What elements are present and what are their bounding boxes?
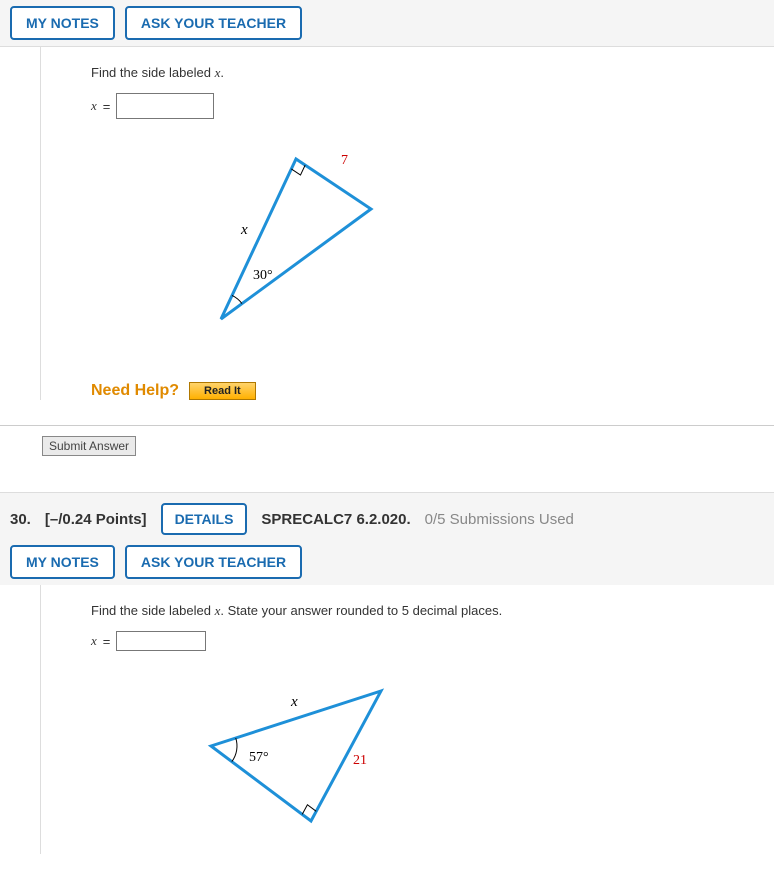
equals-label: = bbox=[103, 99, 111, 114]
triangle1-angle-arc bbox=[232, 295, 242, 303]
ask-teacher-button[interactable]: ASK YOUR TEACHER bbox=[125, 6, 302, 40]
q2-prompt-text: Find the side labeled x. State your answ… bbox=[91, 603, 502, 618]
need-help-row: Need Help? Read It bbox=[91, 382, 774, 400]
question2-header-row2: MY NOTES ASK YOUR TEACHER bbox=[10, 545, 764, 579]
triangle2-side-x-label: x bbox=[290, 694, 298, 710]
question2-answer-input[interactable] bbox=[116, 631, 206, 651]
question1-toolbar: MY NOTES ASK YOUR TEACHER bbox=[0, 0, 774, 47]
question1-figure: x 7 30° bbox=[161, 139, 774, 342]
details-button[interactable]: DETAILS bbox=[161, 503, 248, 535]
x-label: x bbox=[91, 98, 97, 114]
read-it-button[interactable]: Read It bbox=[189, 382, 256, 400]
triangle2-side-21-label: 21 bbox=[353, 753, 367, 768]
triangle2-angle-57-label: 57° bbox=[249, 750, 269, 765]
question2-header: 30. [–/0.24 Points] DETAILS SPRECALC7 6.… bbox=[0, 492, 774, 585]
triangle2-svg: x 21 57° bbox=[181, 671, 441, 851]
q1-prompt-post: . bbox=[220, 65, 224, 80]
x-label-2: x bbox=[91, 633, 97, 649]
question2-submissions: 0/5 Submissions Used bbox=[425, 511, 574, 528]
question2-body: Find the side labeled x. State your answ… bbox=[40, 585, 774, 854]
triangle1-side-7-label: 7 bbox=[341, 153, 348, 168]
triangle1-shape bbox=[221, 159, 371, 319]
question1-answer-input[interactable] bbox=[116, 93, 214, 119]
triangle1-side-x-label: x bbox=[240, 222, 248, 238]
question1-answer-row: x = bbox=[91, 93, 774, 119]
q2-prompt-var: x bbox=[215, 603, 221, 618]
triangle1-angle-30-label: 30° bbox=[253, 268, 273, 283]
question1-body: Find the side labeled x. x = x 7 30° Nee… bbox=[40, 47, 774, 400]
equals-label-2: = bbox=[103, 634, 111, 649]
my-notes-button-2[interactable]: MY NOTES bbox=[10, 545, 115, 579]
ask-teacher-button-2[interactable]: ASK YOUR TEACHER bbox=[125, 545, 302, 579]
need-help-label: Need Help? bbox=[91, 382, 179, 400]
my-notes-button[interactable]: MY NOTES bbox=[10, 6, 115, 40]
triangle1-svg: x 7 30° bbox=[161, 139, 421, 339]
submit-area: Submit Answer bbox=[0, 426, 774, 472]
submit-answer-button[interactable]: Submit Answer bbox=[42, 436, 136, 456]
question2-header-row1: 30. [–/0.24 Points] DETAILS SPRECALC7 6.… bbox=[10, 503, 764, 535]
question2-figure: x 21 57° bbox=[181, 671, 774, 854]
question1-prompt: Find the side labeled x. bbox=[91, 65, 774, 81]
triangle2-angle-arc bbox=[232, 738, 237, 762]
question2-points: [–/0.24 Points] bbox=[45, 511, 147, 528]
question2-prompt: Find the side labeled x. State your answ… bbox=[91, 603, 774, 619]
question2-answer-row: x = bbox=[91, 631, 774, 651]
q1-prompt-pre: Find the side labeled bbox=[91, 65, 215, 80]
question2-source: SPRECALC7 6.2.020. bbox=[261, 511, 410, 528]
question2-number: 30. bbox=[10, 511, 31, 528]
